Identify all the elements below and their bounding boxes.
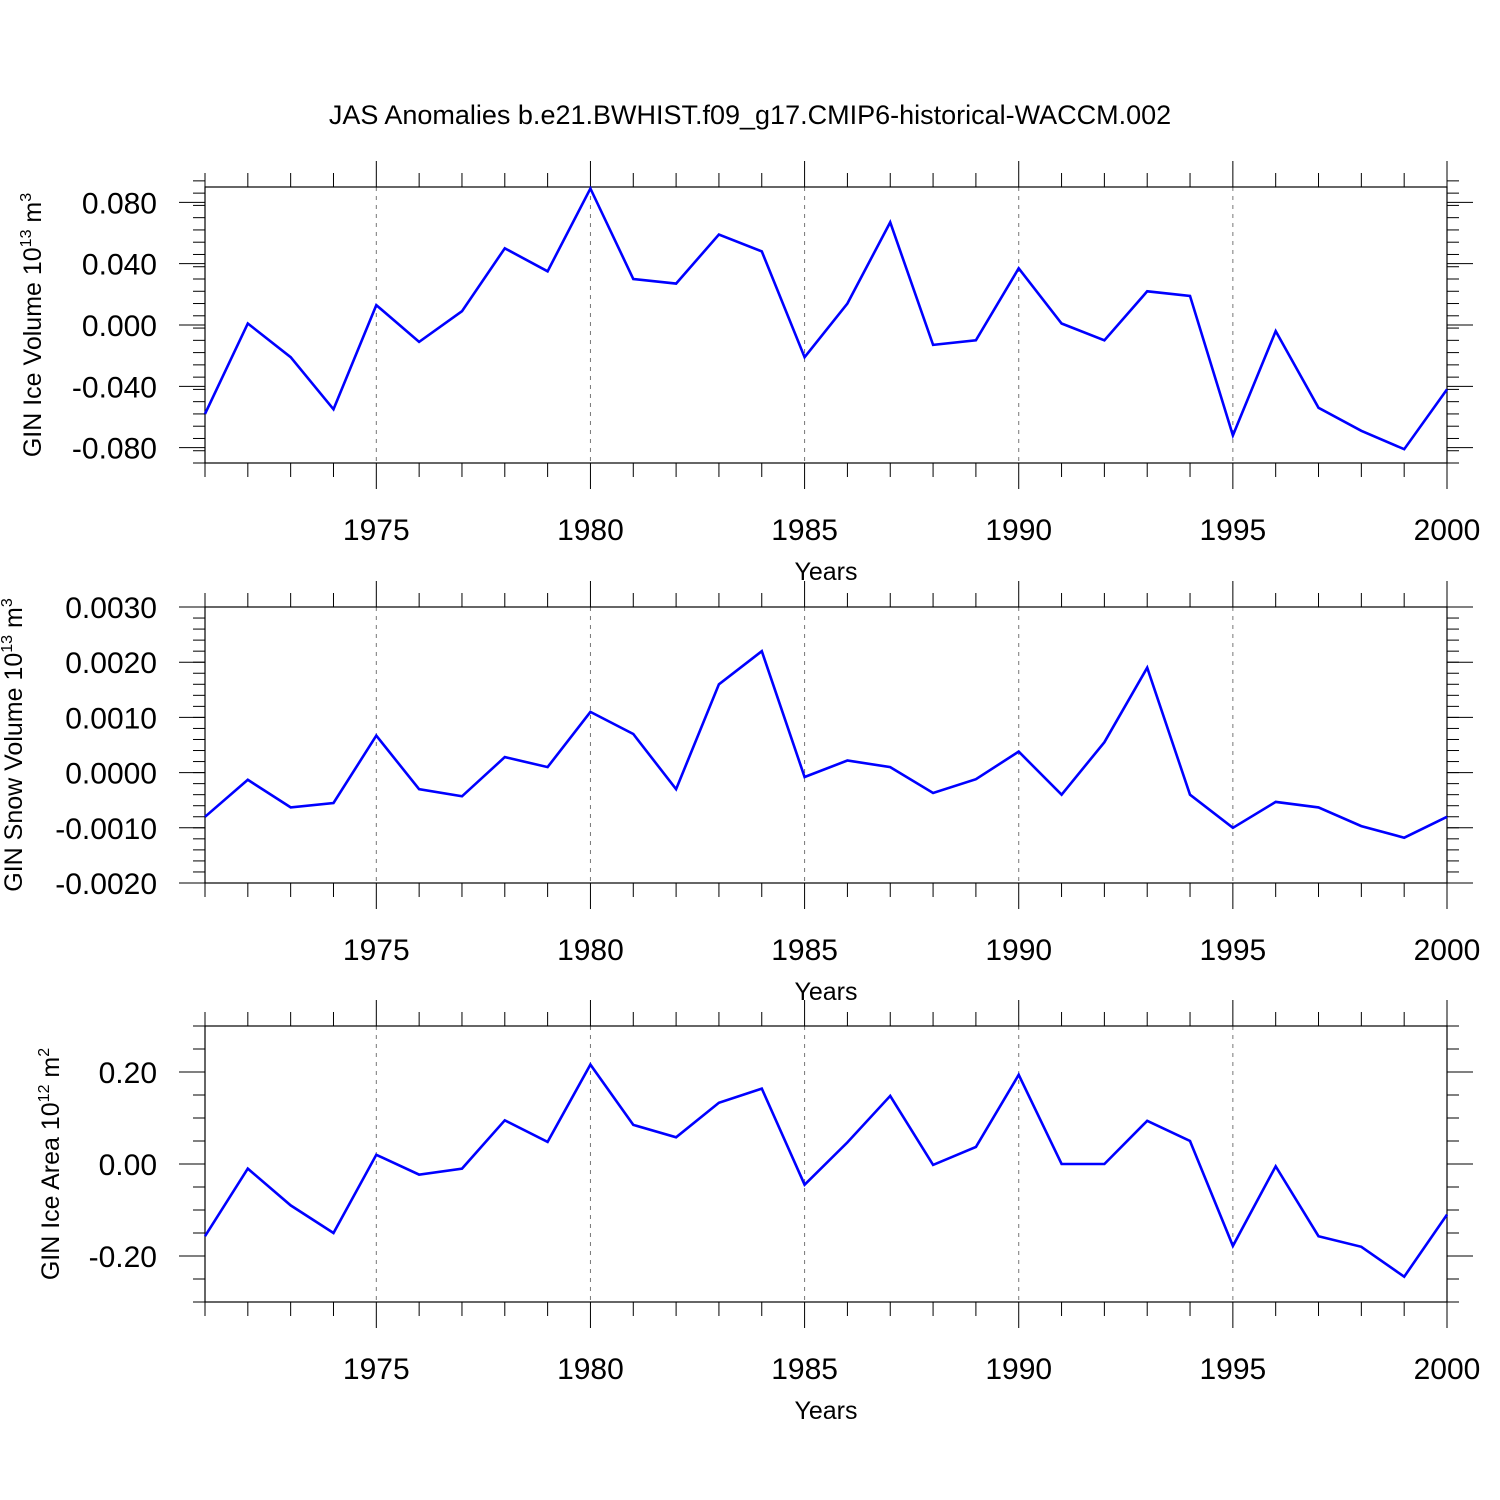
x-tick-label: 1980 — [557, 934, 624, 967]
x-tick-label: 2000 — [1414, 934, 1481, 967]
x-tick-label: 1990 — [985, 514, 1052, 547]
plot-frame — [204, 186, 1448, 464]
y-tick-label: 0.040 — [82, 249, 157, 282]
x-tick-label: 1990 — [985, 934, 1052, 967]
y-tick-label: -0.20 — [89, 1241, 157, 1274]
x-axis-label: Years — [794, 558, 857, 586]
y-tick-label: 0.20 — [99, 1057, 157, 1090]
chart-title: JAS Anomalies b.e21.BWHIST.f09_g17.CMIP6… — [329, 100, 1171, 130]
x-tick-label: 1975 — [343, 514, 410, 547]
y-tick-label: 0.00 — [99, 1149, 157, 1182]
panel-snow-volume: 1975 1980 1985 1990 1995 2000 -0.0020 -0.0010 0.… — [0, 581, 1480, 1006]
y-tick-label: 0.0010 — [65, 702, 157, 735]
y-axis-label: GIN Ice Area 1012 m2 — [36, 1048, 65, 1280]
y-axis-label: GIN Ice Volume 1013 m3 — [18, 193, 47, 457]
y-tick-label: 0.0030 — [65, 592, 157, 625]
y-tick-label: -0.080 — [72, 433, 157, 466]
x-tick-label: 1995 — [1199, 934, 1266, 967]
x-tick-label: 1995 — [1199, 1353, 1266, 1386]
plot-frame — [204, 606, 1448, 884]
x-tick-label: 1990 — [985, 1353, 1052, 1386]
y-tick-label: 0.0020 — [65, 647, 157, 680]
x-tick-label: 1975 — [343, 934, 410, 967]
y-tick-label: 0.080 — [82, 187, 157, 220]
y-axis-label: GIN Snow Volume 1013 m3 — [0, 598, 28, 892]
y-tick-label: -0.040 — [72, 371, 157, 404]
x-tick-label: 1980 — [557, 514, 624, 547]
y-tick-label: -0.0020 — [55, 868, 157, 901]
x-tick-label: 1980 — [557, 1353, 624, 1386]
series-line — [203, 185, 1449, 451]
x-tick-label: 1985 — [771, 1353, 838, 1386]
x-tick-label: 1975 — [343, 1353, 410, 1386]
x-tick-label: 2000 — [1414, 514, 1481, 547]
x-tick-label: 1985 — [771, 514, 838, 547]
y-tick-label: -0.0010 — [55, 813, 157, 846]
y-tick-label: 0.000 — [82, 310, 157, 343]
y-tick-label: 0.0000 — [65, 758, 157, 791]
panel-ice-volume: 1975 1980 1985 1990 1995 2000 -0.080 -0.040 0.00… — [18, 161, 1480, 586]
x-tick-label: 2000 — [1414, 1353, 1481, 1386]
x-tick-label: 1985 — [771, 934, 838, 967]
x-axis-label: Years — [794, 978, 857, 1006]
x-axis-label: Years — [794, 1397, 857, 1425]
series-line — [204, 649, 1448, 840]
x-tick-label: 1995 — [1199, 514, 1266, 547]
panel-ice-area: 1975 1980 1985 1990 1995 2000 -0.20 0.00 0.20 Yea… — [36, 1000, 1480, 1425]
series-line — [203, 1062, 1449, 1279]
